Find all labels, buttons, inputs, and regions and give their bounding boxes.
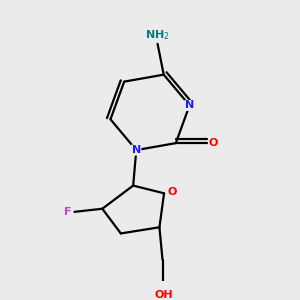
- Text: O: O: [209, 138, 218, 148]
- Text: OH: OH: [155, 290, 173, 300]
- Text: F: F: [64, 207, 71, 217]
- Text: N: N: [185, 100, 194, 110]
- Text: O: O: [167, 187, 176, 197]
- Text: N: N: [132, 145, 141, 155]
- Text: NH$_2$: NH$_2$: [145, 28, 170, 42]
